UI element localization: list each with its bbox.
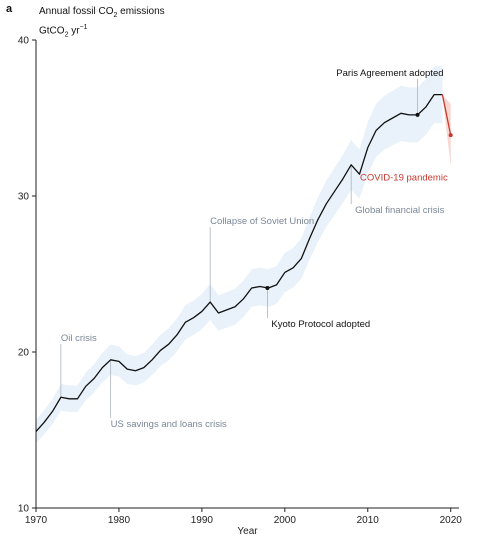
event-point (265, 286, 270, 291)
series-line-historical (35, 93, 443, 432)
series-line-projection (441, 94, 452, 136)
axis-layer: 1970 1980 1990 2000 2010 2020 10 20 30 40 Year (18, 36, 462, 538)
series-line-layer (35, 93, 453, 432)
y-tick-label: 30 (18, 192, 30, 203)
y-axis-title-line1: Annual fossil CO2 emissions (39, 6, 165, 19)
x-axis-label: Year (237, 526, 258, 537)
uncertainty-band-layer (36, 66, 451, 444)
annotation-label: Oil crisis (61, 333, 97, 344)
annotation-label: Collapse of Soviet Union (210, 216, 314, 227)
y-axis-title: Annual fossil CO2 emissions GtCO2 yr−1 (39, 6, 165, 41)
x-tick-label: 2000 (274, 515, 297, 526)
projection-band (442, 94, 451, 167)
annotation-label: US savings and loans crisis (111, 419, 227, 430)
x-tick-label: 2010 (357, 515, 380, 526)
annotation-leader-layer (60, 78, 418, 418)
annotation-label: Paris Agreement adopted (336, 68, 443, 79)
projection-point (448, 133, 453, 138)
x-tick-label: 1980 (108, 515, 131, 526)
y-tick-label: 10 (18, 504, 30, 515)
panel-label: a (6, 3, 13, 15)
annotation-label: Global financial crisis (355, 205, 444, 216)
uncertainty-band (36, 66, 443, 444)
x-tick-label: 1990 (191, 515, 214, 526)
annotation-label: Kyoto Protocol adopted (271, 319, 370, 330)
event-point (415, 112, 420, 117)
x-tick-label: 1970 (25, 515, 48, 526)
annotation-label: COVID-19 pandemic (360, 172, 448, 183)
annotation-label-layer: Oil crisis US savings and loans crisis Col… (61, 68, 448, 430)
y-axis-title-line2: GtCO2 yr−1 (39, 24, 88, 39)
y-tick-label: 40 (18, 36, 30, 47)
y-tick-label: 20 (18, 348, 30, 359)
x-tick-label: 2020 (440, 515, 463, 526)
